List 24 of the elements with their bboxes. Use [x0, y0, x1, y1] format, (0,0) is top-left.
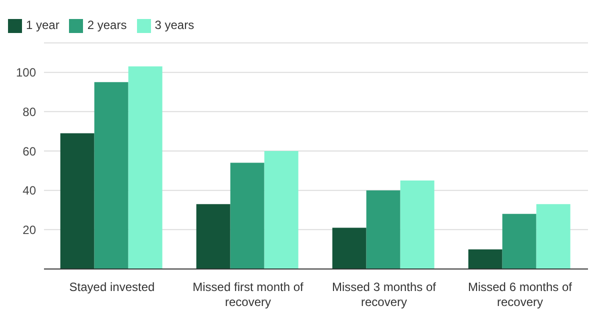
- bar: [196, 204, 230, 269]
- legend-label: 3 years: [154, 18, 194, 32]
- bar: [230, 162, 264, 269]
- bar: [400, 180, 434, 269]
- bar: [332, 228, 366, 269]
- legend-label: 1 year: [26, 18, 60, 32]
- bar: [468, 249, 502, 269]
- bar: [536, 204, 570, 269]
- y-tick-label: 60: [22, 144, 36, 158]
- bar: [502, 214, 536, 269]
- y-tick-label: 20: [22, 222, 36, 237]
- y-tick-label: 80: [22, 104, 36, 119]
- bar: [94, 82, 128, 269]
- x-tick-label: Missed 6 months of recovery: [468, 280, 573, 309]
- y-tick-label: 40: [22, 184, 36, 198]
- x-tick-label: Missed first month of recovery: [192, 280, 304, 309]
- bar: [264, 150, 298, 269]
- legend-label: 2 years: [87, 18, 127, 32]
- bar: [128, 66, 162, 269]
- bar: [60, 133, 94, 269]
- x-tick-label: Stayed invested: [69, 280, 155, 294]
- y-tick-label: 100: [16, 66, 36, 80]
- bar: [366, 190, 400, 269]
- x-tick-label: Missed 3 months of recovery: [332, 280, 437, 309]
